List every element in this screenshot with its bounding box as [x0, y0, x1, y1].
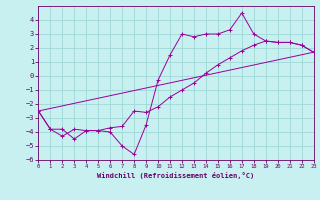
X-axis label: Windchill (Refroidissement éolien,°C): Windchill (Refroidissement éolien,°C) — [97, 172, 255, 179]
